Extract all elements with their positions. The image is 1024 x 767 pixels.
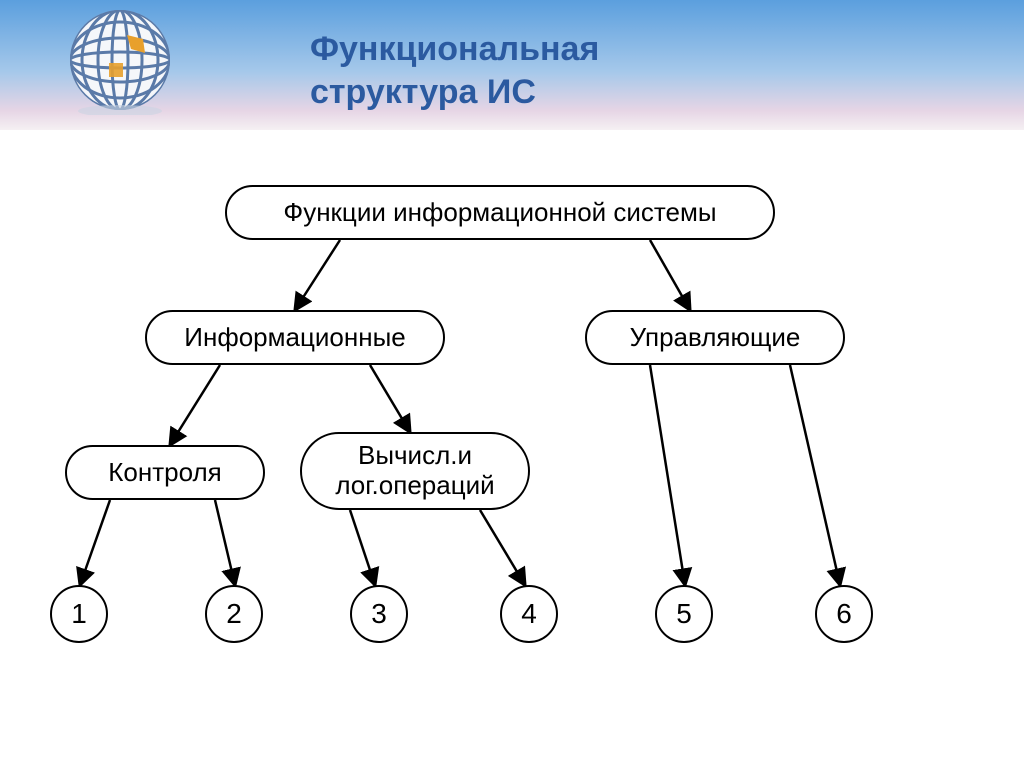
leaf-node-c4: 4 bbox=[500, 585, 558, 643]
edge bbox=[295, 240, 340, 310]
slide-title: Функциональная структура ИС bbox=[310, 28, 599, 113]
edge bbox=[790, 365, 840, 585]
node-ctrl: Управляющие bbox=[585, 310, 845, 365]
edge bbox=[170, 365, 220, 445]
title-line-1: Функциональная bbox=[310, 30, 599, 68]
edge bbox=[370, 365, 410, 432]
edge bbox=[650, 240, 690, 310]
edge bbox=[480, 510, 525, 585]
slide-header: Функциональная структура ИС bbox=[0, 0, 1024, 130]
node-root: Функции информационной системы bbox=[225, 185, 775, 240]
globe-icon bbox=[65, 5, 175, 115]
leaf-node-c5: 5 bbox=[655, 585, 713, 643]
edge bbox=[215, 500, 235, 585]
leaf-node-c6: 6 bbox=[815, 585, 873, 643]
node-kontr: Контроля bbox=[65, 445, 265, 500]
node-info: Информационные bbox=[145, 310, 445, 365]
edge bbox=[350, 510, 375, 585]
edge bbox=[80, 500, 110, 585]
tree-diagram: Функции информационной системы Информацио… bbox=[30, 170, 990, 730]
title-line-2: структура ИС bbox=[310, 73, 536, 111]
leaf-node-c1: 1 bbox=[50, 585, 108, 643]
leaf-node-c3: 3 bbox=[350, 585, 408, 643]
edge bbox=[650, 365, 685, 585]
node-vych: Вычисл.и лог.операций bbox=[300, 432, 530, 510]
leaf-node-c2: 2 bbox=[205, 585, 263, 643]
